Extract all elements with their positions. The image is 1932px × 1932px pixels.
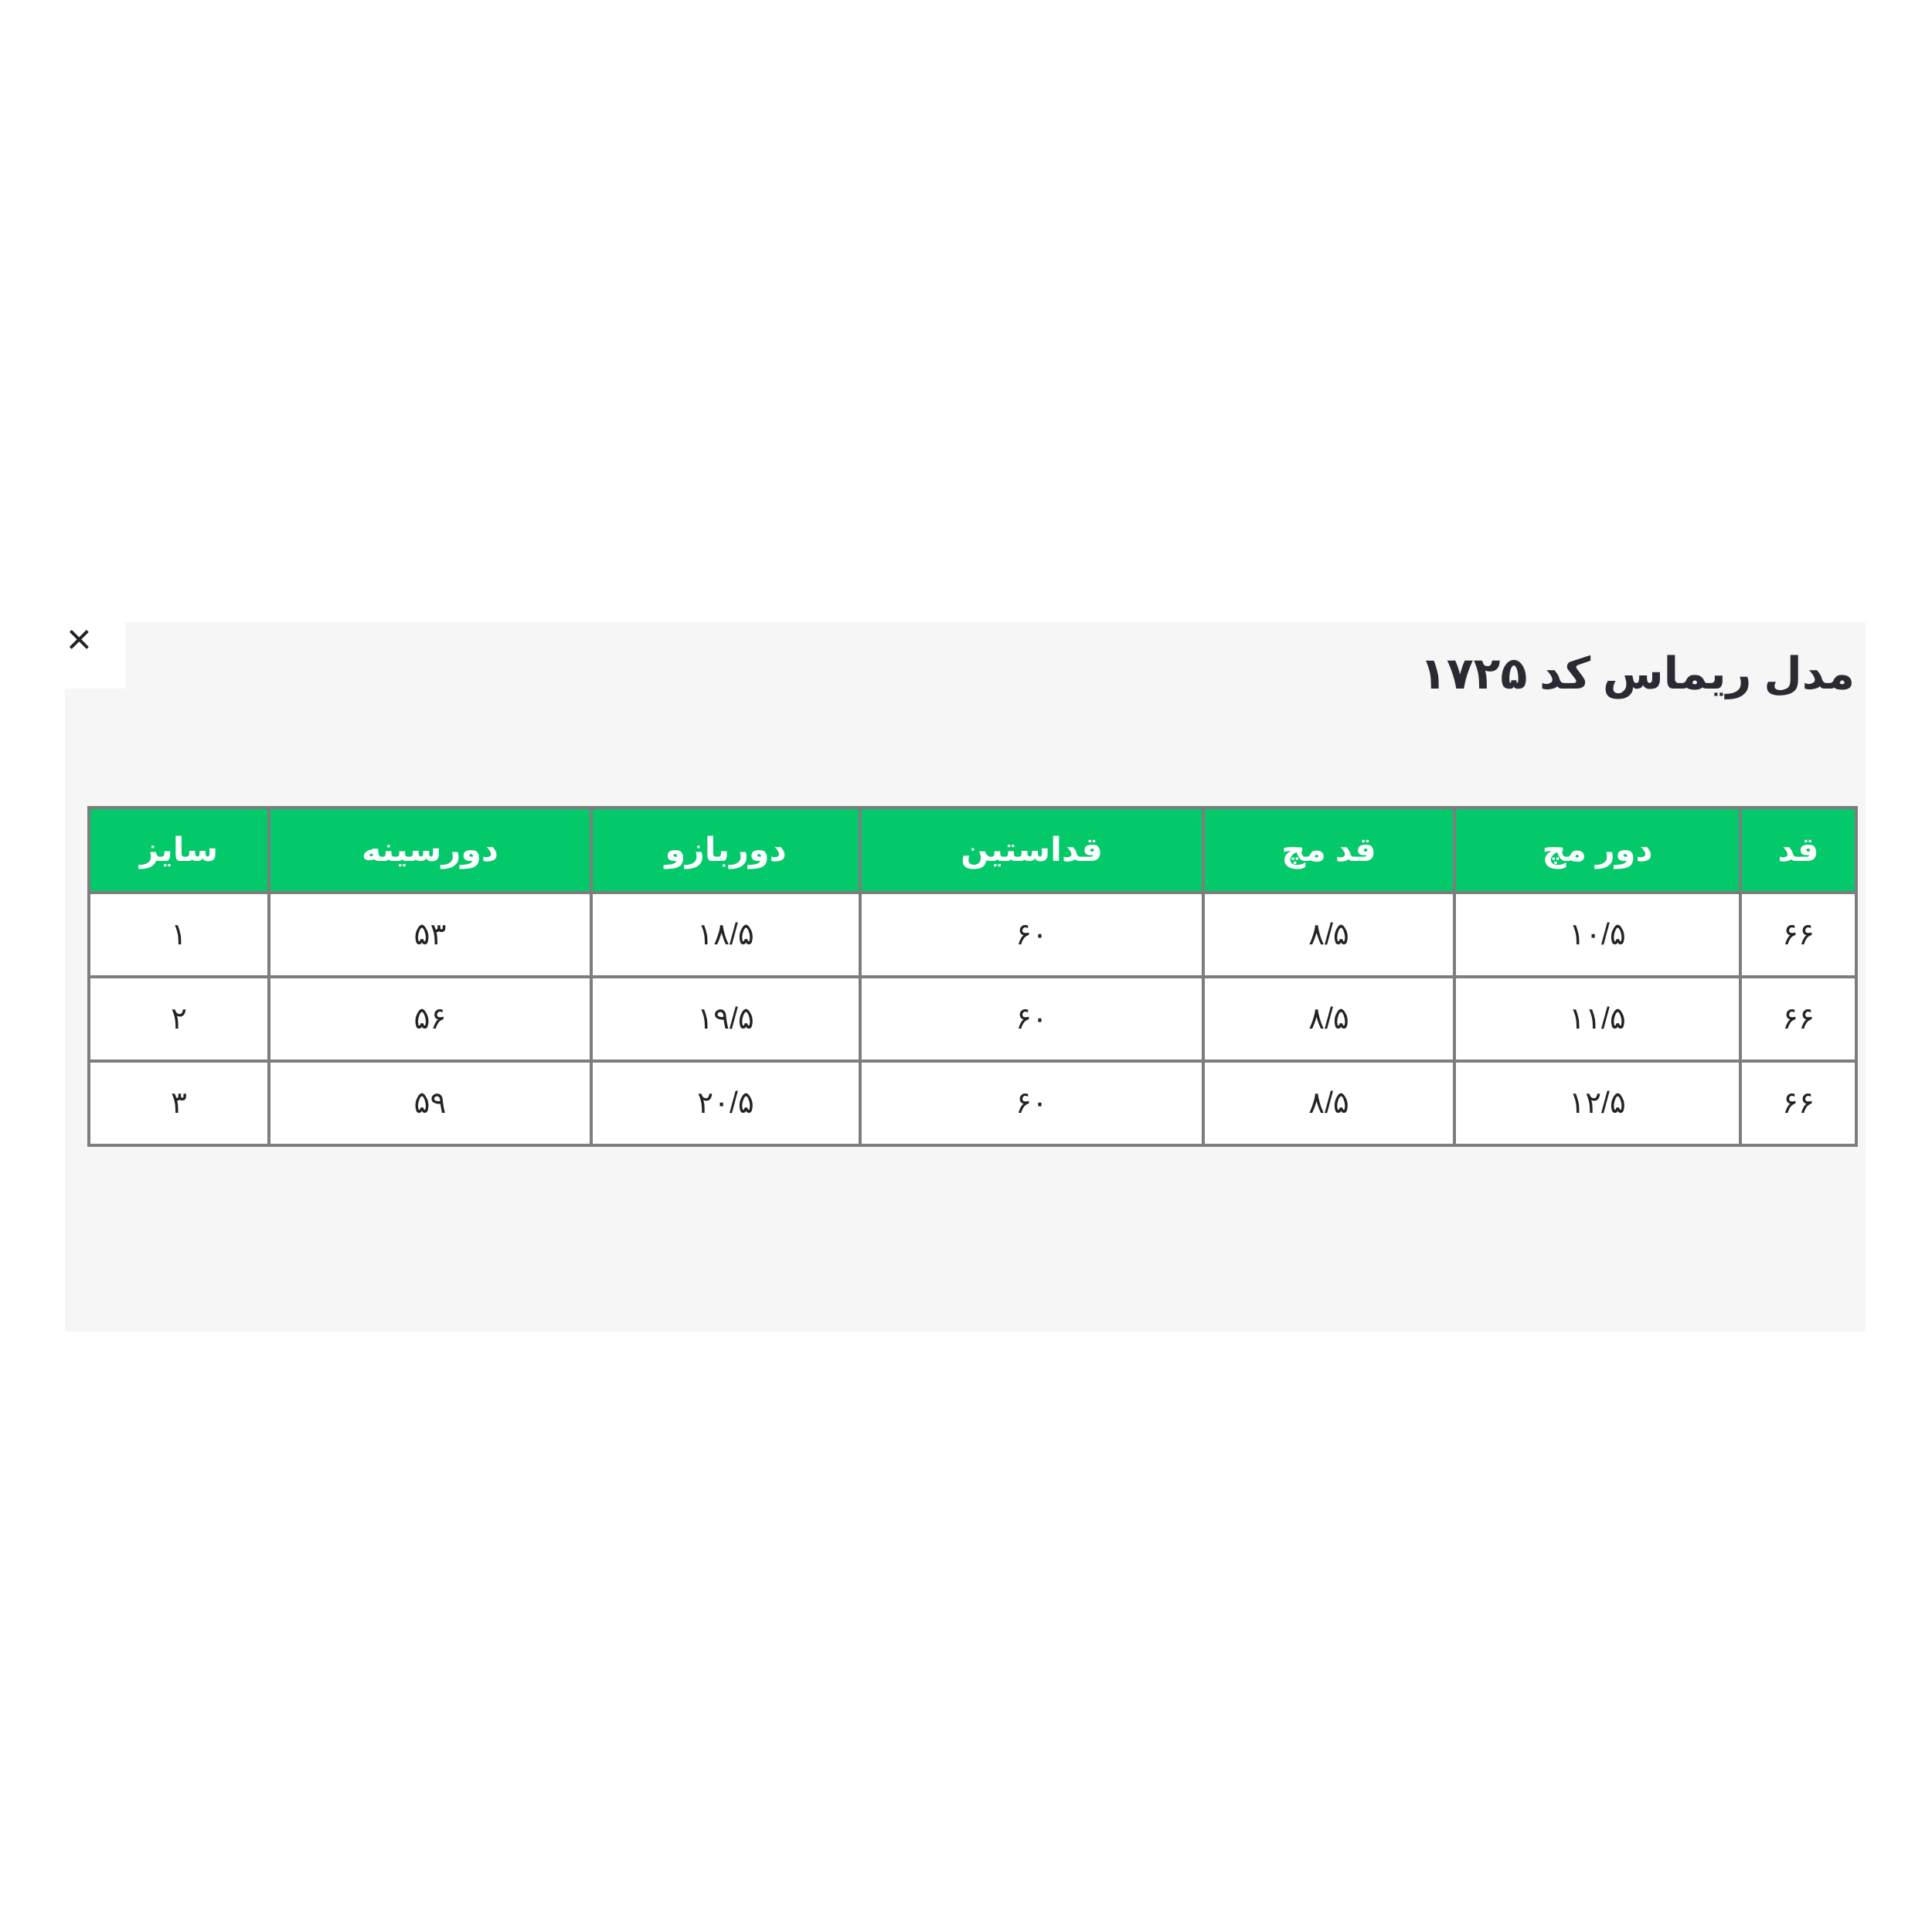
cell-sleeve-length: ۶۰ bbox=[859, 975, 1205, 1063]
cell-wrist-circumference: ۱۲/۵ bbox=[1453, 1060, 1742, 1147]
cell-wrist-circumference: ۱۰/۵ bbox=[1453, 891, 1742, 978]
table-row: ۶۶ ۱۰/۵ ۸/۵ ۶۰ ۱۸/۵ ۵۳ ۱ bbox=[87, 891, 1858, 978]
cell-arm-circumference: ۱۹/۵ bbox=[590, 975, 862, 1063]
close-button[interactable]: × bbox=[65, 617, 125, 689]
cell-sleeve-length: ۶۰ bbox=[859, 891, 1205, 978]
column-header-sleeve-length: قداستین bbox=[859, 806, 1205, 894]
column-header-height: قد bbox=[1739, 806, 1858, 894]
cell-arm-circumference: ۲۰/۵ bbox=[590, 1060, 862, 1147]
column-header-cuff-length: قد مچ bbox=[1202, 806, 1456, 894]
cell-chest-circumference: ۵۳ bbox=[267, 891, 593, 978]
cell-height: ۶۶ bbox=[1739, 975, 1858, 1063]
column-header-wrist-circumference: دور مچ bbox=[1453, 806, 1742, 894]
close-icon[interactable]: × bbox=[66, 614, 92, 663]
cell-size: ۲ bbox=[87, 975, 270, 1063]
cell-size: ۱ bbox=[87, 891, 270, 978]
cell-height: ۶۶ bbox=[1739, 891, 1858, 978]
cell-size: ۳ bbox=[87, 1060, 270, 1147]
cell-cuff-length: ۸/۵ bbox=[1202, 975, 1456, 1063]
column-header-size: سایز bbox=[87, 806, 270, 894]
cell-sleeve-length: ۶۰ bbox=[859, 1060, 1205, 1147]
table-row: ۶۶ ۱۲/۵ ۸/۵ ۶۰ ۲۰/۵ ۵۹ ۳ bbox=[87, 1060, 1858, 1147]
cell-cuff-length: ۸/۵ bbox=[1202, 891, 1456, 978]
table-header-row: قد دور مچ قد مچ قداستین دوربازو دورسینه … bbox=[87, 806, 1858, 894]
cell-chest-circumference: ۵۶ bbox=[267, 975, 593, 1063]
table-row: ۶۶ ۱۱/۵ ۸/۵ ۶۰ ۱۹/۵ ۵۶ ۲ bbox=[87, 975, 1858, 1063]
modal-title: مدل ریماس کد ۱۷۲۵ bbox=[1420, 649, 1855, 699]
cell-wrist-circumference: ۱۱/۵ bbox=[1453, 975, 1742, 1063]
cell-height: ۶۶ bbox=[1739, 1060, 1858, 1147]
size-chart-modal: × مدل ریماس کد ۱۷۲۵ قد دور مچ قد مچ قداس… bbox=[65, 617, 1866, 1332]
cell-cuff-length: ۸/۵ bbox=[1202, 1060, 1456, 1147]
column-header-chest-circumference: دورسینه bbox=[267, 806, 593, 894]
size-chart-table: قد دور مچ قد مچ قداستین دوربازو دورسینه … bbox=[87, 806, 1858, 1147]
cell-chest-circumference: ۵۹ bbox=[267, 1060, 593, 1147]
cell-arm-circumference: ۱۸/۵ bbox=[590, 891, 862, 978]
column-header-arm-circumference: دوربازو bbox=[590, 806, 862, 894]
